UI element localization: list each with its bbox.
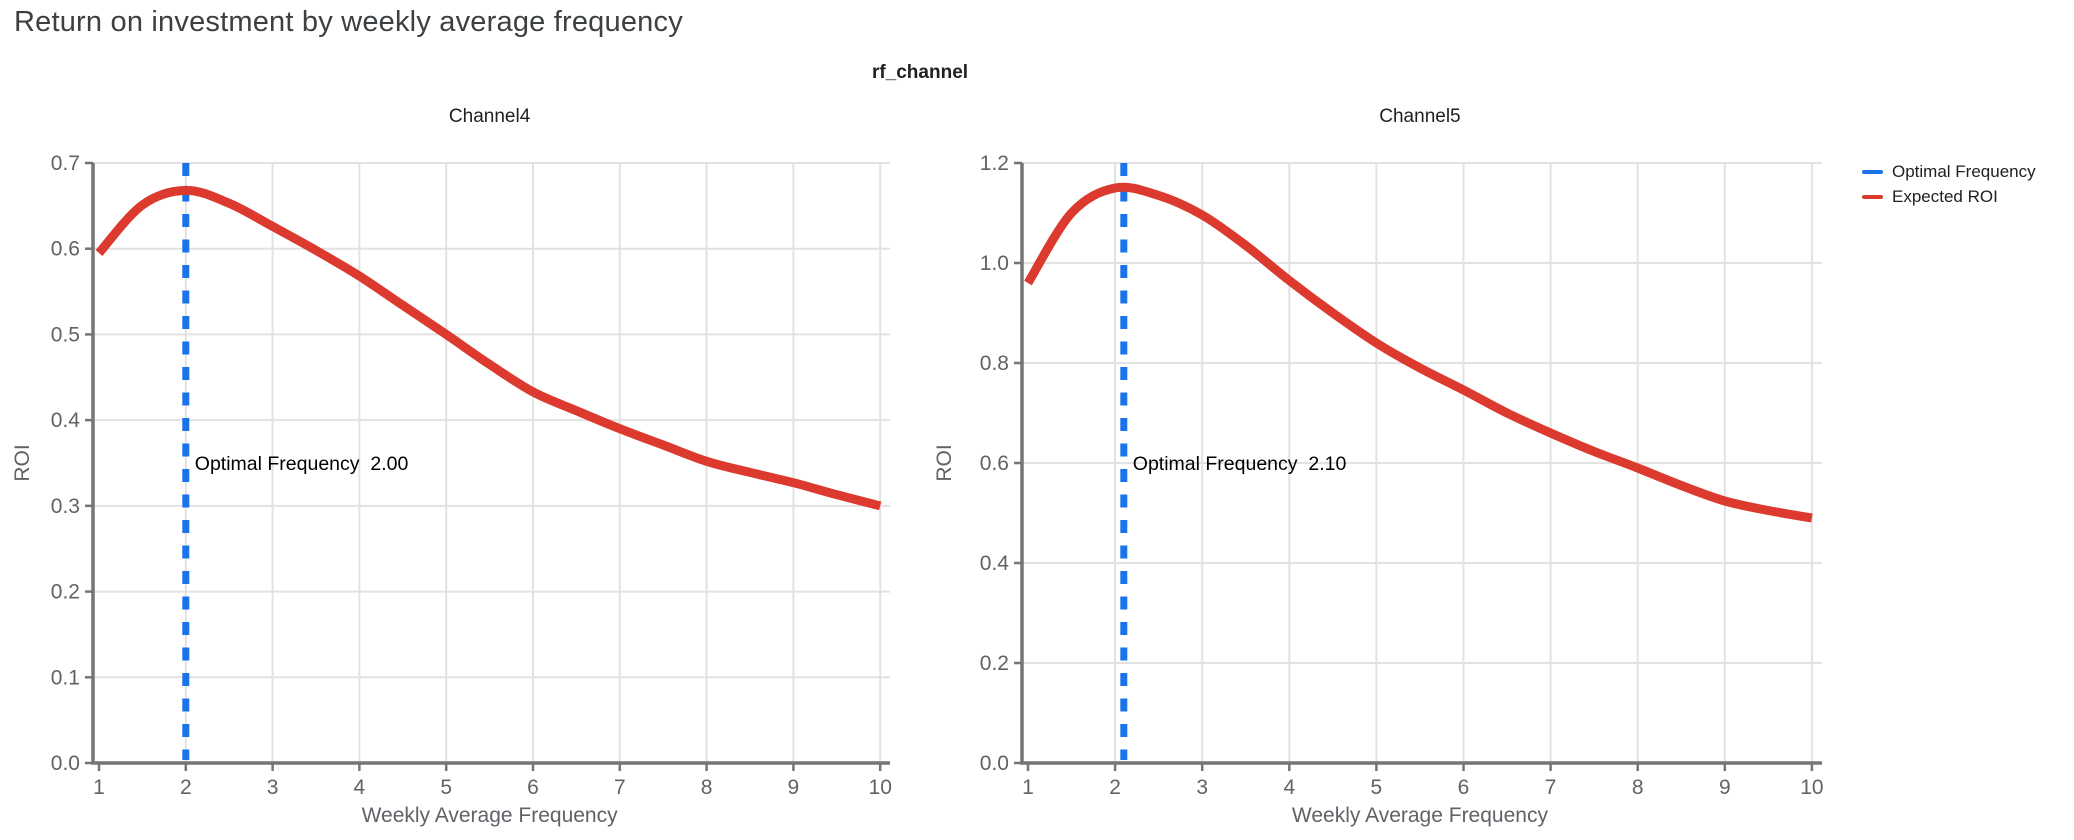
y-tick-label: 0.1 — [51, 666, 80, 689]
y-tick-label: 0.2 — [980, 652, 1009, 675]
subplot-channel5: 1 2 3 4 5 6 7 8 9 10 0.0 0.2 0.4 0.6 0.8 1.0 1.2 Channel5… — [933, 106, 1824, 827]
y-tick-label: 0.8 — [980, 352, 1009, 375]
x-tick-label: 7 — [1545, 776, 1557, 799]
legend-item-expected-roi: Expected ROI — [1862, 184, 2036, 209]
x-tick-label: 3 — [1196, 776, 1208, 799]
y-axis-title: ROI — [11, 444, 34, 481]
x-tick-label: 3 — [267, 776, 279, 799]
subplot-title: Channel4 — [449, 106, 531, 127]
expected-roi-curve — [1024, 182, 1813, 523]
y-tick-label: 0.6 — [980, 452, 1009, 475]
subplot-title: Channel5 — [1379, 106, 1460, 127]
legend: Optimal Frequency Expected ROI — [1862, 159, 2036, 209]
optimal-frequency-annotation: Optimal Frequency 2.10 — [1133, 453, 1347, 475]
x-axis-title: Weekly Average Frequency — [1292, 804, 1549, 827]
page-title: Return on investment by weekly average f… — [14, 6, 683, 38]
x-tick-label: 7 — [614, 776, 626, 799]
x-tick-label: 10 — [869, 776, 892, 799]
y-tick-label: 0.6 — [51, 238, 80, 261]
x-tick-label: 5 — [440, 776, 452, 799]
y-tick-label: 0.4 — [980, 552, 1010, 575]
y-tick-label: 1.0 — [980, 252, 1009, 275]
y-tick-label: 0.0 — [980, 752, 1009, 775]
y-tick-label: 0.7 — [51, 152, 80, 175]
optimal-frequency-annotation: Optimal Frequency 2.00 — [195, 453, 409, 475]
x-tick-label: 1 — [1022, 776, 1034, 799]
subplot-channel4: 1 2 3 4 5 6 7 8 9 10 0.0 0.1 0.2 0.3 0.4 0.5 0.6 0.7 Chann… — [11, 106, 892, 827]
optimal-frequency-legend-dash-icon — [1862, 169, 1883, 174]
y-tick-label: 0.3 — [51, 495, 80, 518]
y-tick-label: 0.2 — [51, 581, 80, 604]
expected-roi-legend-dash-icon — [1862, 194, 1883, 199]
x-tick-label: 8 — [701, 776, 713, 799]
y-axis-title: ROI — [933, 444, 956, 481]
x-tick-label: 4 — [354, 776, 366, 799]
x-tick-label: 5 — [1371, 776, 1383, 799]
legend-label: Expected ROI — [1892, 186, 1998, 206]
x-tick-label: 10 — [1800, 776, 1823, 799]
x-axis-title: Weekly Average Frequency — [362, 804, 619, 827]
x-tick-label: 6 — [527, 776, 539, 799]
x-tick-label: 8 — [1632, 776, 1644, 799]
x-tick-label: 4 — [1283, 776, 1295, 799]
x-tick-label: 2 — [180, 776, 192, 799]
x-tick-label: 6 — [1458, 776, 1470, 799]
x-tick-label: 9 — [788, 776, 800, 799]
legend-item-optimal-frequency: Optimal Frequency — [1862, 159, 2036, 184]
x-tick-label: 1 — [93, 776, 105, 799]
x-tick-label: 2 — [1109, 776, 1121, 799]
y-tick-label: 0.0 — [51, 752, 80, 775]
y-tick-label: 1.2 — [980, 152, 1009, 175]
y-tick-label: 0.4 — [51, 409, 81, 432]
facet-title: rf_channel — [871, 62, 969, 83]
legend-label: Optimal Frequency — [1892, 161, 2036, 181]
x-tick-label: 9 — [1719, 776, 1731, 799]
expected-roi-curve — [95, 185, 882, 511]
y-tick-label: 0.5 — [51, 323, 80, 346]
